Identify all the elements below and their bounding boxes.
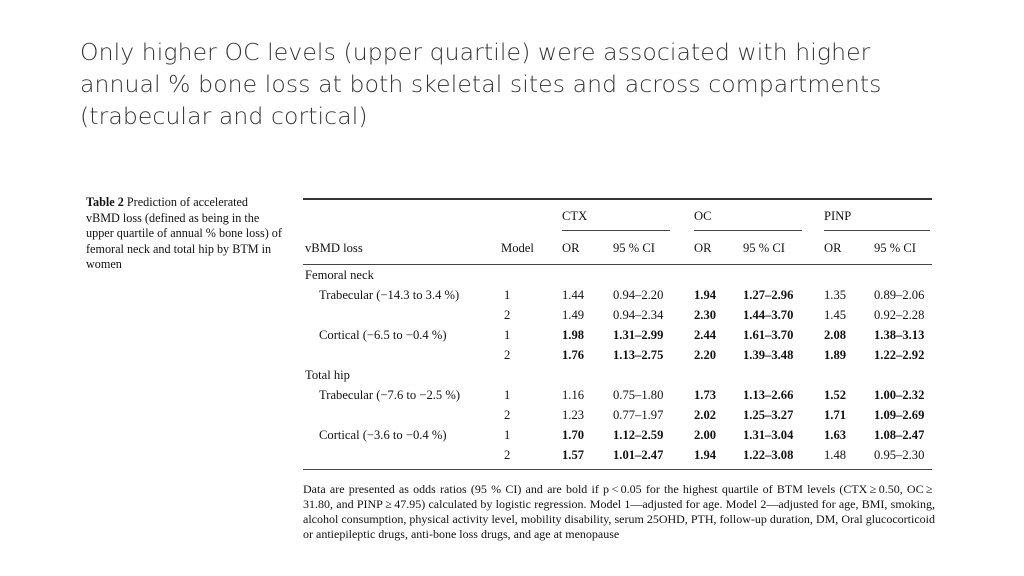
- col-header-pinp-ci: 95 % CI: [874, 241, 916, 255]
- row-label: Cortical (−6.5 to −0.4 %): [319, 328, 447, 342]
- row-label: Cortical (−3.6 to −0.4 %): [319, 428, 447, 442]
- odds-ratio-cell: 1.98: [562, 328, 585, 342]
- col-header-ctx-or: OR: [562, 241, 580, 255]
- col-header-model: Model: [501, 241, 534, 255]
- ci-cell: 1.09–2.69: [874, 408, 925, 422]
- ci-cell: 0.77–1.97: [613, 408, 664, 422]
- section-row: Femoral neck: [303, 265, 932, 285]
- group-underline-oc: [694, 230, 802, 231]
- ci-cell: 0.94–2.20: [613, 288, 664, 302]
- odds-ratio-cell: 2.30: [694, 308, 717, 322]
- row-label: Trabecular (−14.3 to 3.4 %): [319, 288, 460, 302]
- table-row: 2 1.57 1.01–2.47 1.94 1.22–3.08 1.48 0.95–2.30: [303, 445, 932, 465]
- section-label: Femoral neck: [305, 268, 374, 282]
- group-header-oc: OC: [694, 209, 712, 223]
- ci-cell: 1.00–2.32: [874, 388, 925, 402]
- table-body: Femoral neck Trabecular (−14.3 to 3.4 %) 1…: [303, 265, 932, 465]
- odds-ratio-cell: 1.73: [694, 388, 717, 402]
- table-column-header-row: vBMD loss Model OR 95 % CI OR 95 % CI OR…: [303, 230, 932, 264]
- table-caption-label: Table 2: [86, 195, 124, 209]
- odds-ratio-cell: 1.57: [562, 448, 585, 462]
- group-underline-ctx: [562, 230, 670, 231]
- col-header-oc-or: OR: [694, 241, 712, 255]
- ci-cell: 1.44–3.70: [743, 308, 794, 322]
- row-model: 1: [504, 328, 511, 342]
- ci-cell: 1.22–3.08: [743, 448, 794, 462]
- table-row: Cortical (−6.5 to −0.4 %) 1 1.98 1.31–2.99 2…: [303, 325, 932, 345]
- ci-cell: 1.13–2.66: [743, 388, 794, 402]
- table-header-rule: [303, 264, 932, 265]
- table-row: 2 1.23 0.77–1.97 2.02 1.25–3.27 1.71 1.09–2.69: [303, 405, 932, 425]
- results-table: CTX OC PINP vBMD loss Model OR 95 % CI O…: [303, 198, 932, 470]
- ci-cell: 0.92–2.28: [874, 308, 925, 322]
- odds-ratio-cell: 2.08: [824, 328, 847, 342]
- ci-cell: 1.22–2.92: [874, 348, 925, 362]
- table-row: Trabecular (−14.3 to 3.4 %) 1 1.44 0.94–2.2…: [303, 285, 932, 305]
- group-header-pinp: PINP: [824, 209, 852, 223]
- odds-ratio-cell: 1.49: [562, 308, 585, 322]
- ci-cell: 1.38–3.13: [874, 328, 925, 342]
- col-header-oc-ci: 95 % CI: [743, 241, 785, 255]
- ci-cell: 0.89–2.06: [874, 288, 925, 302]
- group-header-ctx: CTX: [562, 209, 588, 223]
- table-bottom-rule: [303, 469, 932, 470]
- ci-cell: 0.94–2.34: [613, 308, 664, 322]
- ci-cell: 1.12–2.59: [613, 428, 664, 442]
- odds-ratio-cell: 1.35: [824, 288, 847, 302]
- odds-ratio-cell: 1.63: [824, 428, 847, 442]
- ci-cell: 1.25–3.27: [743, 408, 794, 422]
- row-model: 2: [504, 348, 511, 362]
- odds-ratio-cell: 2.02: [694, 408, 717, 422]
- section-label: Total hip: [305, 368, 350, 382]
- table-caption-text: Prediction of accelerated vBMD loss (def…: [86, 195, 282, 271]
- row-model: 2: [504, 448, 511, 462]
- ci-cell: 1.39–3.48: [743, 348, 794, 362]
- odds-ratio-cell: 1.94: [694, 288, 717, 302]
- ci-cell: 0.95–2.30: [874, 448, 925, 462]
- ci-cell: 1.31–2.99: [613, 328, 664, 342]
- col-header-pinp-or: OR: [824, 241, 842, 255]
- odds-ratio-cell: 1.76: [562, 348, 585, 362]
- ci-cell: 1.01–2.47: [613, 448, 664, 462]
- col-header-vbmd: vBMD loss: [305, 241, 363, 255]
- odds-ratio-cell: 1.16: [562, 388, 585, 402]
- odds-ratio-cell: 2.00: [694, 428, 717, 442]
- odds-ratio-cell: 1.23: [562, 408, 585, 422]
- ci-cell: 1.61–3.70: [743, 328, 794, 342]
- row-model: 1: [504, 388, 511, 402]
- odds-ratio-cell: 2.20: [694, 348, 717, 362]
- ci-cell: 1.27–2.96: [743, 288, 794, 302]
- table-row: Trabecular (−7.6 to −2.5 %) 1 1.16 0.75–1.8…: [303, 385, 932, 405]
- odds-ratio-cell: 1.52: [824, 388, 847, 402]
- odds-ratio-cell: 1.44: [562, 288, 585, 302]
- col-header-ctx-ci: 95 % CI: [613, 241, 655, 255]
- table-group-header-row: CTX OC PINP: [303, 200, 932, 231]
- odds-ratio-cell: 1.89: [824, 348, 847, 362]
- row-model: 2: [504, 308, 511, 322]
- ci-cell: 1.08–2.47: [874, 428, 925, 442]
- row-model: 1: [504, 428, 511, 442]
- table-caption: Table 2 Prediction of accelerated vBMD l…: [86, 195, 282, 273]
- row-model: 2: [504, 408, 511, 422]
- section-row: Total hip: [303, 365, 932, 385]
- table-row: Cortical (−3.6 to −0.4 %) 1 1.70 1.12–2.59 2…: [303, 425, 932, 445]
- odds-ratio-cell: 1.94: [694, 448, 717, 462]
- group-underline-pinp: [824, 230, 930, 231]
- odds-ratio-cell: 1.71: [824, 408, 847, 422]
- odds-ratio-cell: 2.44: [694, 328, 717, 342]
- odds-ratio-cell: 1.48: [824, 448, 847, 462]
- table-top-rule: [303, 198, 932, 200]
- row-model: 1: [504, 288, 511, 302]
- table-footnote: Data are presented as odds ratios (95 % …: [303, 482, 935, 541]
- table-row: 2 1.49 0.94–2.34 2.30 1.44–3.70 1.45 0.92–2.28: [303, 305, 932, 325]
- ci-cell: 1.31–3.04: [743, 428, 794, 442]
- table-row: 2 1.76 1.13–2.75 2.20 1.39–3.48 1.89 1.22–2.92: [303, 345, 932, 365]
- row-label: Trabecular (−7.6 to −2.5 %): [319, 388, 461, 402]
- slide-title: Only higher OC levels (upper quartile) w…: [80, 38, 882, 130]
- odds-ratio-cell: 1.45: [824, 308, 847, 322]
- ci-cell: 1.13–2.75: [613, 348, 664, 362]
- odds-ratio-cell: 1.70: [562, 428, 585, 442]
- ci-cell: 0.75–1.80: [613, 388, 664, 402]
